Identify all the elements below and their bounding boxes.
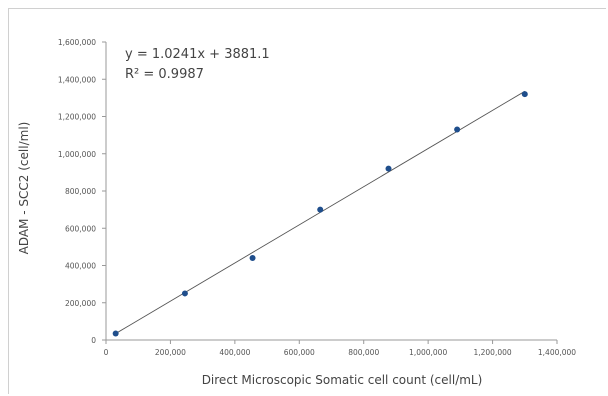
x-tick-label: 1,400,000 [538,348,576,357]
y-tick-label: 1,400,000 [58,75,96,84]
data-point [181,290,188,297]
data-point [112,330,119,337]
y-tick-label: 1,600,000 [58,38,96,47]
y-tick-label: 1,000,000 [58,150,96,159]
data-points [112,91,528,337]
data-point [317,206,324,213]
chart-frame [8,8,606,394]
x-tick-label: 1,200,000 [473,348,511,357]
equation-annotation: y = 1.0241x + 3881.1 [125,47,270,62]
data-point [385,165,392,172]
data-point [454,126,461,133]
x-tick-label: 800,000 [348,348,379,357]
x-tick-label: 200,000 [155,348,186,357]
x-tick-label: 600,000 [284,348,315,357]
y-tick-label: 600,000 [65,224,96,233]
y-axis-title: ADAM - SCC2 (cell/ml) [17,122,31,255]
y-tick-label: 200,000 [65,299,96,308]
y-tick-label: 1,200,000 [58,113,96,122]
x-tick-label: 0 [104,348,109,357]
y-tick-label: 0 [91,336,96,345]
data-point [249,255,256,262]
x-tick-label: 400,000 [219,348,250,357]
x-axis-title: Direct Microscopic Somatic cell count (c… [202,373,483,387]
tick-labels: 0 200,000 400,000 600,000 800,000 1,000,000 1,… [58,38,576,357]
r-squared-annotation: R² = 0.9987 [125,67,204,82]
y-tick-label: 800,000 [65,187,96,196]
x-tick-label: 1,000,000 [409,348,447,357]
axes [102,41,558,344]
y-tick-label: 400,000 [65,262,96,271]
data-point [521,91,528,98]
